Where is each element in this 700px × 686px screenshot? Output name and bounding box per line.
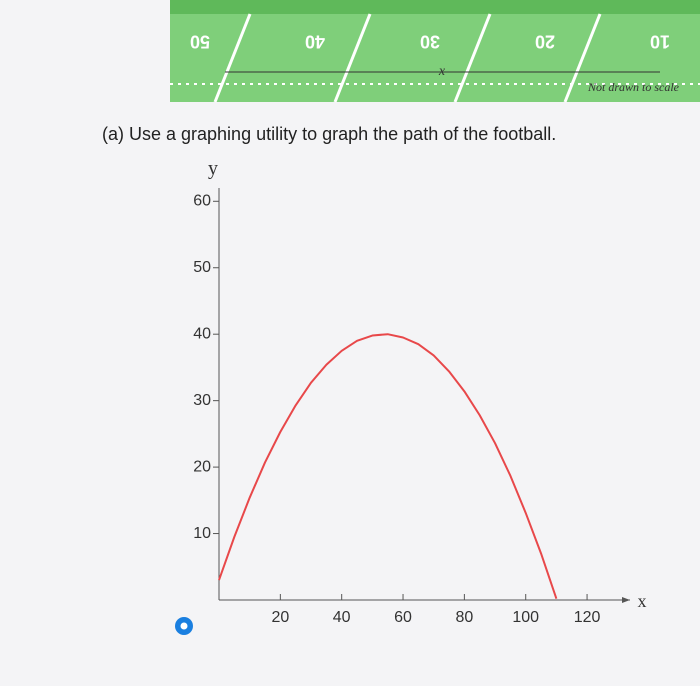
- y-axis-label: y: [208, 158, 218, 180]
- y-tick-label: 30: [193, 392, 211, 409]
- x-tick-label: 60: [394, 609, 412, 626]
- field-x-label: x: [438, 64, 446, 79]
- field-edge: [170, 0, 700, 14]
- yard-number: 20: [535, 31, 555, 51]
- y-tick-label: 60: [193, 193, 211, 210]
- football-field: 50 40 30 20 10 x Not drawn to scale: [170, 0, 700, 103]
- radio-dot[interactable]: [180, 622, 188, 630]
- x-tick-label: 120: [574, 609, 601, 626]
- yard-number: 30: [420, 31, 440, 51]
- x-tick-label: 80: [455, 609, 473, 626]
- y-tick-label: 20: [193, 458, 211, 475]
- y-tick-label: 50: [193, 259, 211, 276]
- x-tick-label: 100: [512, 609, 539, 626]
- x-tick-label: 40: [333, 609, 351, 626]
- y-tick-label: 10: [193, 525, 211, 542]
- yard-number: 40: [305, 31, 325, 51]
- yard-number: 50: [190, 31, 210, 51]
- x-axis-label: x: [638, 591, 647, 611]
- x-tick-label: 20: [271, 609, 289, 626]
- yard-number: 10: [650, 31, 670, 51]
- yard-lines: [170, 13, 700, 103]
- data-line: [218, 333, 558, 599]
- yard-numbers: 50 40 30 20 10: [190, 31, 670, 51]
- question: (a) Use a graphing utility to graph the …: [102, 124, 557, 144]
- scale-note: Not drawn to scale: [587, 80, 680, 94]
- x-axis-arrow: [622, 597, 630, 603]
- y-tick-label: 40: [193, 325, 211, 342]
- answer-radio[interactable]: [169, 611, 199, 641]
